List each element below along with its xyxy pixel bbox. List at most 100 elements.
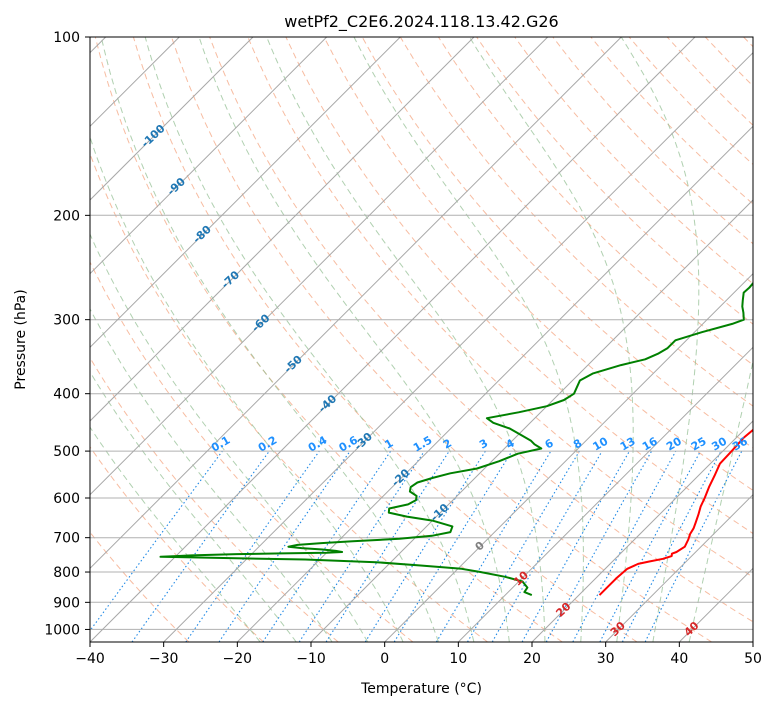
dry-adiabat xyxy=(743,37,753,48)
x-tick-label: −10 xyxy=(296,651,326,667)
y-tick-label: 1000 xyxy=(44,622,80,638)
moist-adiabat xyxy=(469,37,634,642)
moist-adiabat xyxy=(198,37,510,642)
moist-adiabat xyxy=(90,232,369,642)
chart-title: wetPf2_C2E6.2024.118.13.42.G26 xyxy=(284,12,558,32)
mixing-ratio-line xyxy=(325,450,450,642)
dry-adiabat xyxy=(704,37,753,87)
isotherm-line xyxy=(752,641,753,642)
isotherm-line xyxy=(90,37,254,201)
moist-adiabat xyxy=(90,135,404,642)
dry-adiabat xyxy=(171,37,712,642)
mixing-ratio-lines xyxy=(90,450,743,642)
dry-adiabat xyxy=(590,37,753,205)
mixing-ratio-line xyxy=(393,450,513,642)
mixing-ratio-line xyxy=(185,450,320,642)
temperature-profile-line xyxy=(598,428,753,596)
y-tick-label: 900 xyxy=(53,595,80,611)
x-tick-label: 50 xyxy=(744,651,762,667)
dry-adiabat xyxy=(552,37,753,245)
isotherm-line xyxy=(163,51,753,642)
dry-adiabat xyxy=(94,37,563,642)
moist-adiabat xyxy=(620,37,700,642)
dry-adiabat xyxy=(90,356,339,642)
mixing-ratio-line xyxy=(90,450,223,632)
mixing-ratio-line xyxy=(262,450,392,642)
dry-adiabat xyxy=(90,260,414,642)
moist-adiabat xyxy=(100,37,439,642)
isotherm-line xyxy=(310,199,753,642)
x-tick-label: 10 xyxy=(449,651,467,667)
dry-adiabat xyxy=(285,37,753,535)
y-axis-label: Pressure (hPa) xyxy=(13,289,29,389)
x-tick-label: −40 xyxy=(75,651,105,667)
moist-adiabat xyxy=(90,426,261,642)
isotherm-gridlines xyxy=(90,37,753,642)
mixing-ratio-line xyxy=(644,450,743,642)
mixing-ratio-line xyxy=(435,450,552,642)
mixing-ratio-label: 2 xyxy=(441,437,454,452)
dewpoint-profile-line xyxy=(159,280,753,597)
dry-adiabat xyxy=(666,37,753,126)
isotherm-line xyxy=(90,37,696,642)
isotherm-line xyxy=(90,37,549,496)
dry-adiabat xyxy=(209,37,753,623)
moist-adiabat xyxy=(144,37,475,642)
y-tick-label: 800 xyxy=(53,565,80,581)
sounding-profiles xyxy=(159,280,753,597)
dry-adiabat xyxy=(247,37,753,578)
mixing-ratio-line xyxy=(131,450,270,642)
moist-adiabats xyxy=(90,37,753,642)
y-axis-ticks: 100 200 300 400 500 600 700 800 900 1000 xyxy=(44,30,90,638)
dry-adiabat xyxy=(90,152,488,642)
mixing-ratio-line xyxy=(545,450,653,642)
mixing-ratio-label: 6 xyxy=(543,436,556,451)
x-tick-label: 20 xyxy=(523,651,541,667)
y-tick-label: 700 xyxy=(53,531,80,547)
moist-adiabat xyxy=(266,37,546,642)
y-tick-label: 100 xyxy=(53,30,80,46)
isotherm-label: 30 xyxy=(608,619,628,639)
isotherm-line xyxy=(90,37,328,275)
dry-adiabat xyxy=(476,37,753,325)
mixing-ratio-label: 4 xyxy=(504,436,517,451)
moist-adiabat xyxy=(353,37,584,642)
moist-adiabat xyxy=(90,370,297,642)
dry-adiabats xyxy=(90,37,753,642)
plot-frame xyxy=(89,36,754,643)
y-tick-label: 400 xyxy=(53,387,80,403)
x-axis-label: Temperature (°C) xyxy=(360,681,482,697)
dry-adiabat xyxy=(437,37,753,366)
isotherm-line xyxy=(457,346,753,642)
x-tick-label: 40 xyxy=(670,651,688,667)
dry-adiabat xyxy=(514,37,753,285)
isotherm-line xyxy=(531,420,753,642)
x-tick-label: −20 xyxy=(223,651,253,667)
y-tick-label: 500 xyxy=(53,444,80,460)
isotherm-line xyxy=(678,567,753,642)
mixing-ratio-label: 3 xyxy=(477,437,490,452)
mixing-ratio-line xyxy=(521,450,630,642)
y-tick-label: 200 xyxy=(53,208,80,224)
y-tick-label: 300 xyxy=(53,313,80,329)
isotherm-line xyxy=(90,37,401,349)
moist-adiabat xyxy=(90,308,333,642)
x-tick-label: 30 xyxy=(597,651,615,667)
isotherm-line xyxy=(384,272,753,642)
mixing-ratio-line xyxy=(298,450,425,642)
isobar-gridlines xyxy=(90,37,753,630)
x-axis-ticks: −40 −30 −20 −10 0 10 20 30 40 50 xyxy=(75,642,762,667)
dry-adiabat xyxy=(323,37,753,491)
dry-adiabat xyxy=(132,37,638,642)
isotherm-line xyxy=(236,125,753,642)
mixing-ratio-line xyxy=(218,450,351,642)
isotherm-line xyxy=(90,37,475,422)
dry-adiabat xyxy=(90,446,264,642)
isotherm-line xyxy=(605,493,753,642)
y-tick-label: 600 xyxy=(53,491,80,507)
x-tick-label: 0 xyxy=(380,651,389,667)
moist-adiabat xyxy=(688,358,753,642)
mixing-ratio-line xyxy=(572,450,677,642)
